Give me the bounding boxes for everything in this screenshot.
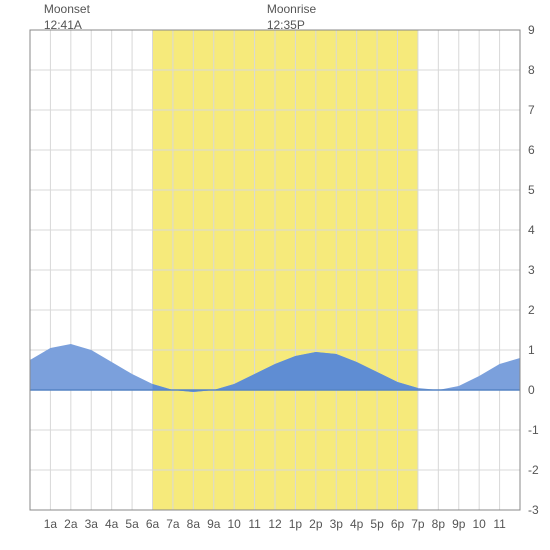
svg-text:3a: 3a <box>85 517 99 531</box>
svg-text:11: 11 <box>493 517 506 531</box>
moonrise-title: Moonrise <box>267 2 316 16</box>
svg-text:9: 9 <box>528 23 535 37</box>
svg-text:-1: -1 <box>528 423 539 437</box>
svg-text:5a: 5a <box>125 517 139 531</box>
svg-text:9a: 9a <box>207 517 221 531</box>
svg-text:1a: 1a <box>44 517 58 531</box>
moonrise-time: 12:35P <box>267 18 305 32</box>
svg-text:7a: 7a <box>166 517 180 531</box>
svg-text:8: 8 <box>528 63 535 77</box>
svg-text:10: 10 <box>472 517 486 531</box>
svg-text:4a: 4a <box>105 517 119 531</box>
svg-text:2p: 2p <box>309 517 323 531</box>
moonrise-label: Moonrise 12:35P <box>267 2 316 33</box>
moonset-title: Moonset <box>44 2 90 16</box>
svg-text:4p: 4p <box>350 517 364 531</box>
svg-text:-2: -2 <box>528 463 539 477</box>
svg-text:11: 11 <box>248 517 261 531</box>
svg-text:8p: 8p <box>432 517 446 531</box>
svg-text:6: 6 <box>528 143 535 157</box>
svg-text:1: 1 <box>528 343 535 357</box>
svg-text:2: 2 <box>528 303 535 317</box>
svg-text:7: 7 <box>528 103 535 117</box>
svg-text:2a: 2a <box>64 517 78 531</box>
svg-text:3: 3 <box>528 263 535 277</box>
moonset-label: Moonset 12:41A <box>44 2 90 33</box>
svg-text:8a: 8a <box>187 517 201 531</box>
svg-text:5: 5 <box>528 183 535 197</box>
svg-text:3p: 3p <box>330 517 344 531</box>
svg-text:9p: 9p <box>452 517 466 531</box>
svg-text:12: 12 <box>268 517 282 531</box>
tide-chart: Moonset 12:41A Moonrise 12:35P -3-2-1012… <box>0 0 550 550</box>
svg-text:10: 10 <box>227 517 241 531</box>
svg-text:0: 0 <box>528 383 535 397</box>
svg-text:6p: 6p <box>391 517 405 531</box>
svg-text:1p: 1p <box>289 517 303 531</box>
svg-text:-3: -3 <box>528 503 539 517</box>
chart-svg: -3-2-101234567891a2a3a4a5a6a7a8a9a101112… <box>0 0 550 550</box>
svg-text:7p: 7p <box>411 517 425 531</box>
moonset-time: 12:41A <box>44 18 82 32</box>
svg-text:6a: 6a <box>146 517 160 531</box>
svg-text:5p: 5p <box>370 517 384 531</box>
svg-text:4: 4 <box>528 223 535 237</box>
